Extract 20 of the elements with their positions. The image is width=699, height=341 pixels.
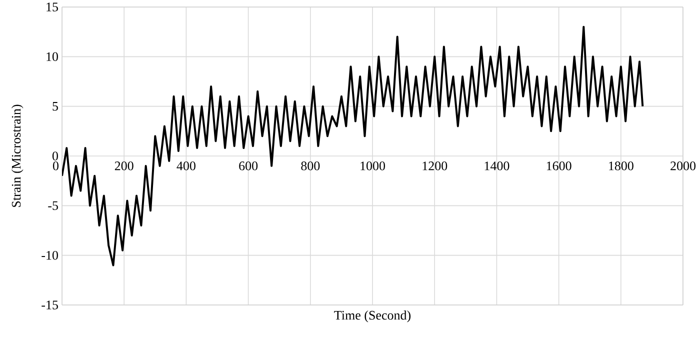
x-tick-label: 600 bbox=[239, 162, 258, 170]
x-tick-label: 1400 bbox=[484, 162, 510, 170]
x-tick-label: 1000 bbox=[360, 162, 386, 170]
x-tick-label: 1200 bbox=[422, 162, 448, 170]
y-tick-label: 10 bbox=[46, 52, 58, 62]
x-tick-label: 2000 bbox=[670, 162, 696, 170]
x-axis-title: Time (Second) bbox=[334, 310, 411, 322]
y-tick-label: 0 bbox=[52, 152, 58, 160]
y-tick-label: 5 bbox=[52, 102, 58, 111]
y-tick-label: -10 bbox=[42, 250, 58, 260]
x-tick-label: 1800 bbox=[609, 162, 634, 170]
y-tick-label: -15 bbox=[42, 300, 58, 310]
y-axis-title: Strain (Microstrain) bbox=[11, 104, 24, 207]
line-series bbox=[62, 26, 644, 266]
x-tick-label: 400 bbox=[176, 162, 196, 170]
x-tick-label: 200 bbox=[114, 162, 134, 170]
y-tick-label: -5 bbox=[48, 201, 58, 210]
y-tick-label: 15 bbox=[46, 2, 58, 12]
x-tick-label: 1600 bbox=[546, 162, 572, 170]
x-tick-label: 800 bbox=[301, 162, 320, 170]
